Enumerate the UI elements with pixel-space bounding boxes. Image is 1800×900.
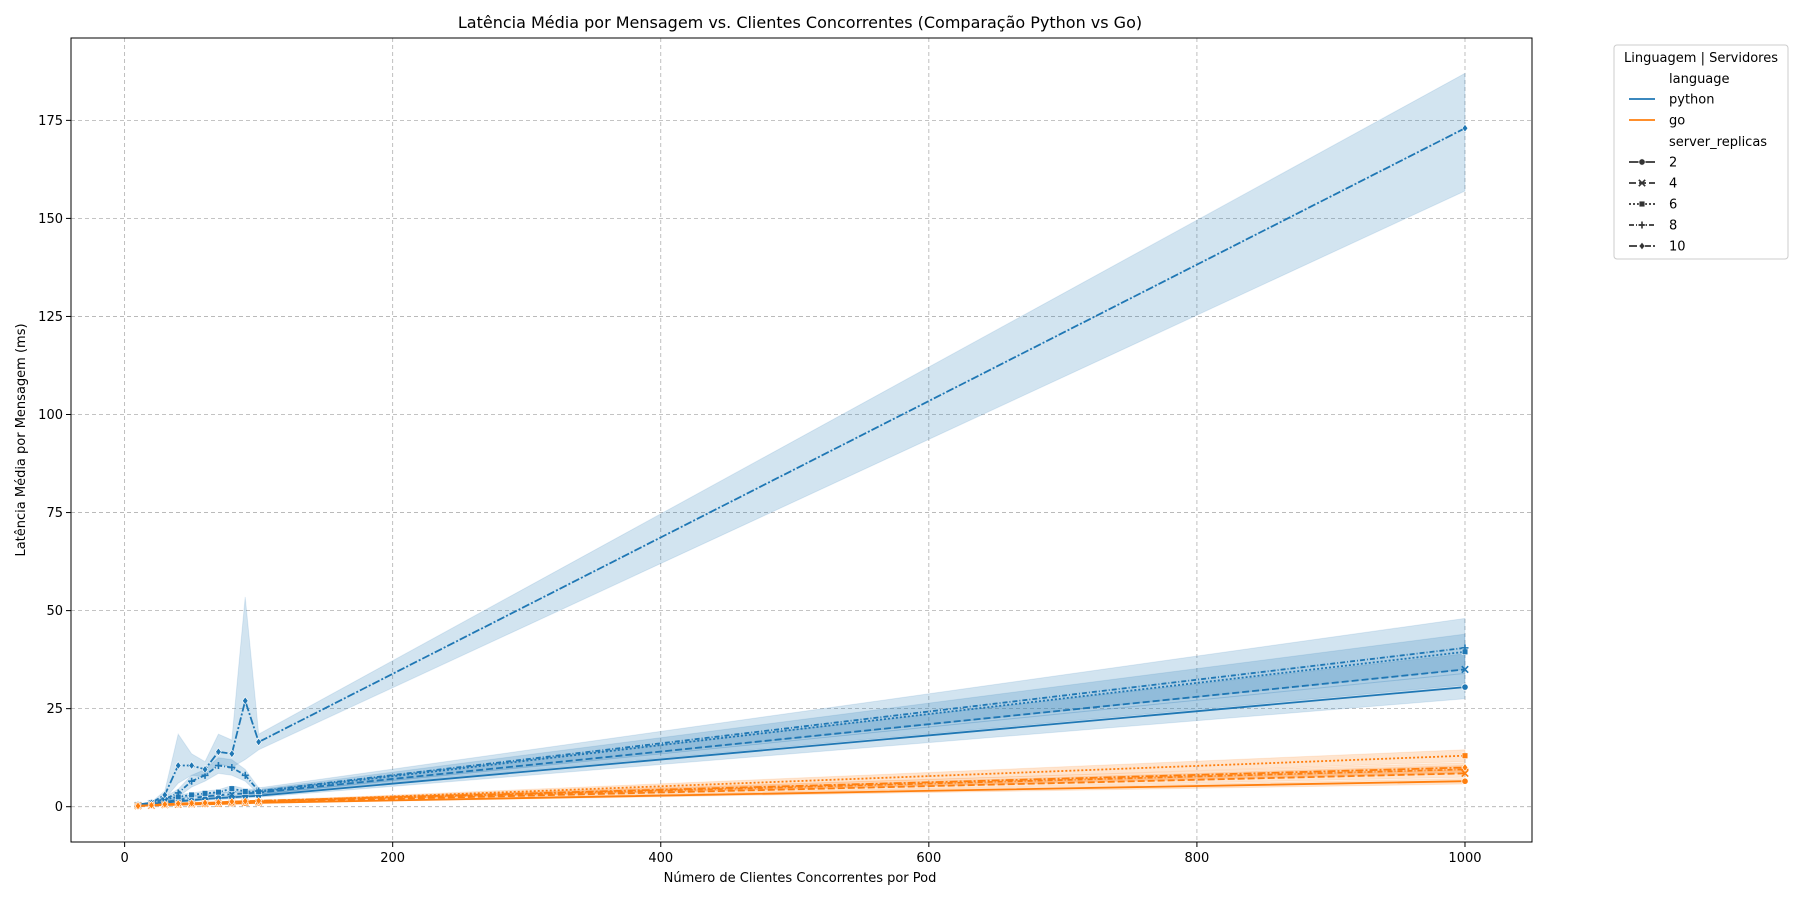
marker-python-8 — [214, 762, 222, 770]
x-tick-label: 800 — [1184, 851, 1209, 866]
y-tick-label: 125 — [38, 310, 63, 325]
legend: Linguagem | Servidores language python go… — [1613, 44, 1789, 260]
legend-style-title: server_replicas — [1669, 135, 1767, 150]
band-python-2 — [137, 672, 1466, 807]
x-axis-label: Número de Clientes Concorrentes por Pod — [664, 871, 937, 886]
line-python-4 — [137, 668, 1466, 806]
marker-go-10 — [134, 801, 142, 811]
y-axis-label: Latência Média por Mensagem (ms) — [14, 323, 29, 556]
legend-label-python: python — [1669, 93, 1714, 108]
legend-label-replicas-6: 6 — [1669, 198, 1677, 213]
y-tick-label: 0 — [55, 800, 63, 815]
marker-python-4 — [228, 790, 236, 798]
legend-marker-replicas-4 — [1638, 179, 1646, 187]
marker-python-6 — [242, 788, 249, 795]
legend-label-replicas-10: 10 — [1669, 240, 1686, 255]
marker-python-8 — [1461, 644, 1469, 652]
x-tick-label: 1000 — [1448, 851, 1481, 866]
legend-marker-replicas-2 — [1638, 158, 1646, 166]
marker-go-10 — [215, 798, 222, 807]
y-tick-label: 150 — [38, 212, 63, 227]
marker-go-10 — [241, 796, 249, 806]
chart-title: Latência Média por Mensagem vs. Clientes… — [458, 13, 1142, 32]
marker-python-4 — [1461, 665, 1469, 674]
legend-hue-entries: python go — [1629, 93, 1714, 129]
marker-python-10 — [255, 737, 262, 747]
y-tick-label: 50 — [46, 604, 63, 619]
marker-go-10 — [174, 799, 182, 808]
x-tick-label: 200 — [380, 851, 405, 866]
marker-go-10 — [228, 797, 236, 806]
axis-ticks: 0 200 400 600 800 1000 0 25 50 75 100 125 150 175 — [38, 114, 1481, 866]
marker-python-6 — [188, 791, 195, 799]
marker-python-10 — [188, 761, 195, 770]
marker-go-10 — [161, 800, 169, 809]
y-tick-label: 175 — [38, 114, 63, 129]
marker-go-10 — [255, 796, 262, 806]
marker-python-10 — [1461, 123, 1469, 133]
legend-label-replicas-4: 4 — [1669, 177, 1677, 192]
legend-label-replicas-8: 8 — [1669, 219, 1677, 234]
plot-frame — [70, 37, 1533, 843]
marker-python-10 — [241, 696, 249, 706]
marker-go-2 — [1461, 777, 1469, 785]
marker-go-4 — [1461, 769, 1469, 778]
marker-python-6 — [201, 790, 209, 797]
marker-python-8 — [174, 789, 182, 797]
marker-python-10 — [174, 761, 182, 770]
legend-marker-replicas-10 — [1638, 241, 1646, 251]
marker-python-8 — [188, 777, 196, 785]
marker-python-10 — [161, 790, 169, 800]
legend-label-replicas-2: 2 — [1669, 156, 1677, 171]
legend-frame — [1613, 44, 1789, 260]
x-tick-label: 0 — [120, 851, 128, 866]
legend-title: Linguagem | Servidores — [1624, 51, 1778, 66]
series-markers — [134, 123, 1469, 811]
marker-go-10 — [201, 798, 209, 808]
y-tick-label: 75 — [46, 506, 63, 521]
marker-python-2 — [1461, 683, 1469, 691]
band-python-10 — [137, 72, 1466, 806]
marker-python-10 — [215, 747, 222, 757]
marker-python-10 — [228, 749, 236, 759]
marker-python-8 — [255, 787, 263, 795]
x-tick-label: 600 — [916, 851, 941, 866]
legend-style-entries: 2 4 6 8 10 — [1629, 156, 1686, 255]
grid-lines — [71, 38, 1532, 842]
marker-go-6 — [1461, 752, 1469, 759]
marker-go-10 — [188, 798, 195, 808]
marker-python-8 — [228, 763, 236, 772]
y-tick-label: 25 — [46, 702, 63, 717]
marker-go-10 — [1461, 763, 1469, 772]
marker-python-8 — [241, 771, 249, 779]
y-tick-label: 100 — [38, 408, 63, 423]
marker-python-6 — [215, 789, 222, 796]
marker-python-6 — [228, 785, 236, 792]
legend-marker-replicas-6 — [1638, 200, 1646, 208]
legend-label-go: go — [1669, 114, 1685, 129]
x-tick-label: 400 — [648, 851, 673, 866]
marker-go-10 — [148, 800, 155, 810]
marker-python-10 — [201, 765, 209, 774]
legend-marker-replicas-8 — [1638, 221, 1646, 229]
legend-hue-title: language — [1669, 72, 1730, 87]
